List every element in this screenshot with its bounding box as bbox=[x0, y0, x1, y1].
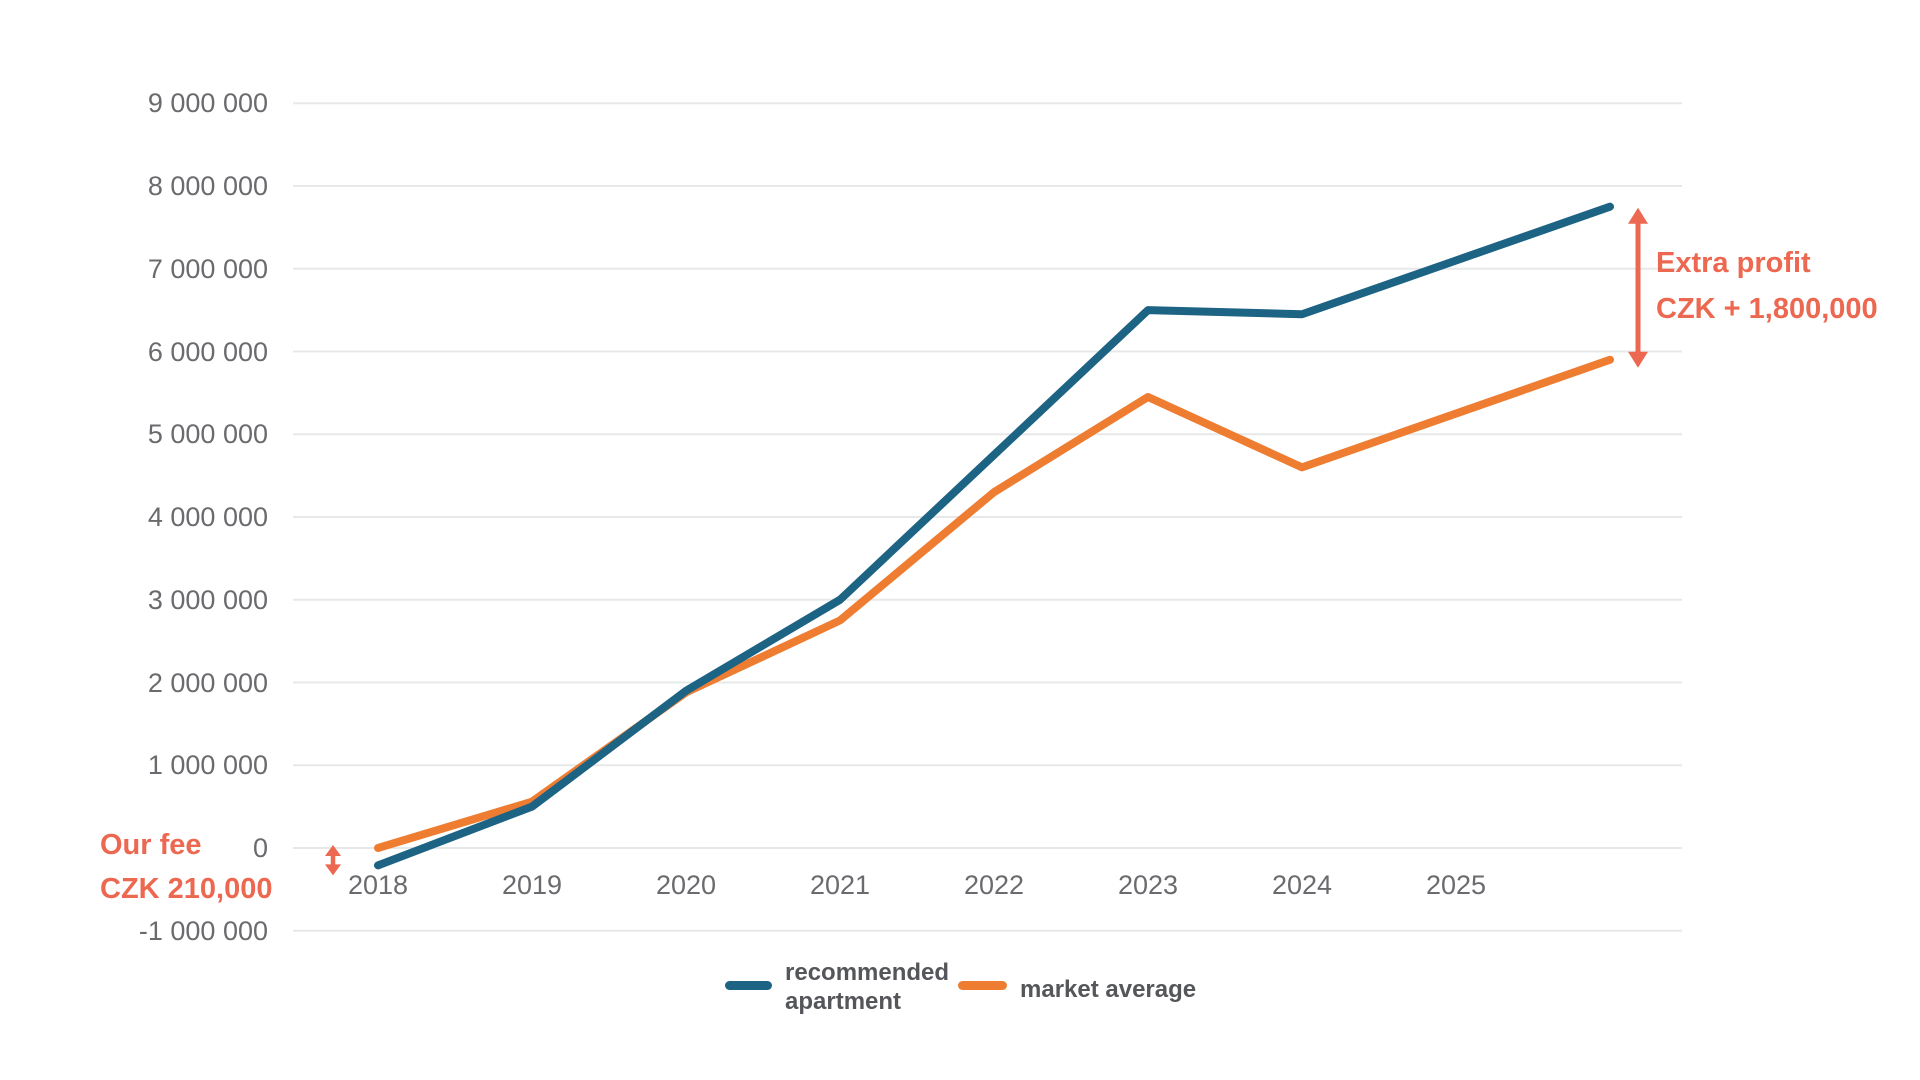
legend-label-market: market average bbox=[1020, 976, 1197, 1003]
x-axis-tick-label: 2022 bbox=[963, 870, 1025, 900]
extra-profit-annotation-line2: CZK + 1,800,000 bbox=[1656, 293, 1878, 325]
extra-profit-gap-arrow bbox=[1628, 207, 1648, 368]
legend-swatch-market bbox=[958, 981, 1007, 990]
series-line-recommended bbox=[374, 202, 1614, 870]
y-axis-tick-label: 8 000 000 bbox=[147, 171, 268, 201]
our-fee-annotation-line1: Our fee bbox=[100, 829, 202, 861]
x-axis-tick-label: 2018 bbox=[347, 870, 409, 900]
y-axis-tick-label: -1 000 000 bbox=[138, 915, 268, 946]
y-axis-tick-label: 3 000 000 bbox=[147, 584, 268, 615]
our-fee-gap-arrow bbox=[325, 845, 341, 876]
y-axis-tick-label: 5 000 000 bbox=[147, 419, 268, 450]
x-axis-tick-label: 2023 bbox=[1117, 870, 1179, 900]
y-axis-tick-label: 2 000 000 bbox=[147, 667, 268, 698]
series-line-market bbox=[374, 355, 1614, 852]
y-axis-tick-label: 1 000 000 bbox=[147, 750, 268, 781]
x-axis-tick-label: 2024 bbox=[1271, 870, 1333, 900]
x-axis-tick-label: 2019 bbox=[501, 870, 563, 900]
legend-swatch-recommended bbox=[725, 981, 772, 990]
extra-profit-annotation-line1: Extra profit bbox=[1656, 247, 1811, 279]
x-axis-tick-label: 2021 bbox=[809, 870, 871, 900]
y-axis-tick-label: 4 000 000 bbox=[147, 502, 268, 532]
x-axis-tick-label: 2025 bbox=[1425, 870, 1487, 900]
legend-label-recommended: recommended apartment bbox=[785, 959, 950, 1015]
y-axis-tick-label: 9 000 000 bbox=[147, 88, 268, 119]
x-axis-tick-label: 2020 bbox=[655, 870, 717, 900]
y-axis-tick-label: 7 000 000 bbox=[147, 253, 268, 284]
y-axis-tick-label: 0 bbox=[252, 833, 268, 863]
y-axis-tick-label: 6 000 000 bbox=[147, 336, 268, 367]
our-fee-annotation-line2: CZK 210,000 bbox=[100, 873, 273, 905]
